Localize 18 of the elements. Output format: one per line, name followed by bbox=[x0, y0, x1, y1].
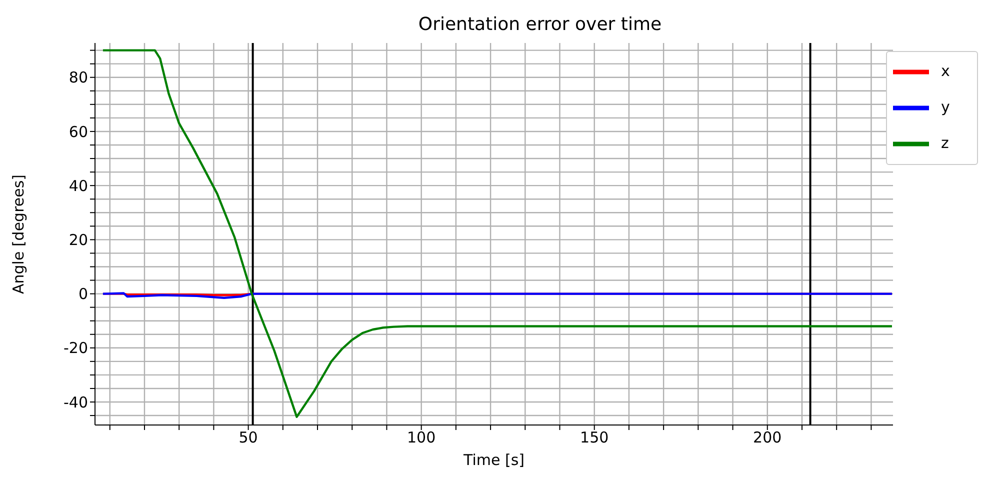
y-tick-label: -20 bbox=[64, 339, 88, 358]
x-axis-title: Time [s] bbox=[462, 451, 524, 469]
legend-label: z bbox=[941, 134, 949, 152]
y-tick-label: 0 bbox=[78, 285, 88, 304]
y-tick-label: 20 bbox=[68, 231, 88, 250]
y-tick-label: 60 bbox=[68, 122, 88, 141]
y-tick-label: 40 bbox=[68, 176, 88, 195]
y-tick-label: -40 bbox=[64, 393, 88, 412]
line-series bbox=[102, 49, 893, 418]
legend-label: y bbox=[941, 98, 950, 116]
x-tick-label: 150 bbox=[580, 428, 609, 447]
y-axis-title: Angle [degrees] bbox=[9, 174, 28, 294]
x-tick-label: 200 bbox=[753, 428, 782, 447]
y-tick-label: 80 bbox=[68, 68, 88, 87]
x-tick-label: 50 bbox=[238, 428, 258, 447]
x-tick-label: 100 bbox=[407, 428, 436, 447]
legend-label: x bbox=[941, 62, 950, 80]
chart-title: Orientation error over time bbox=[417, 14, 663, 35]
